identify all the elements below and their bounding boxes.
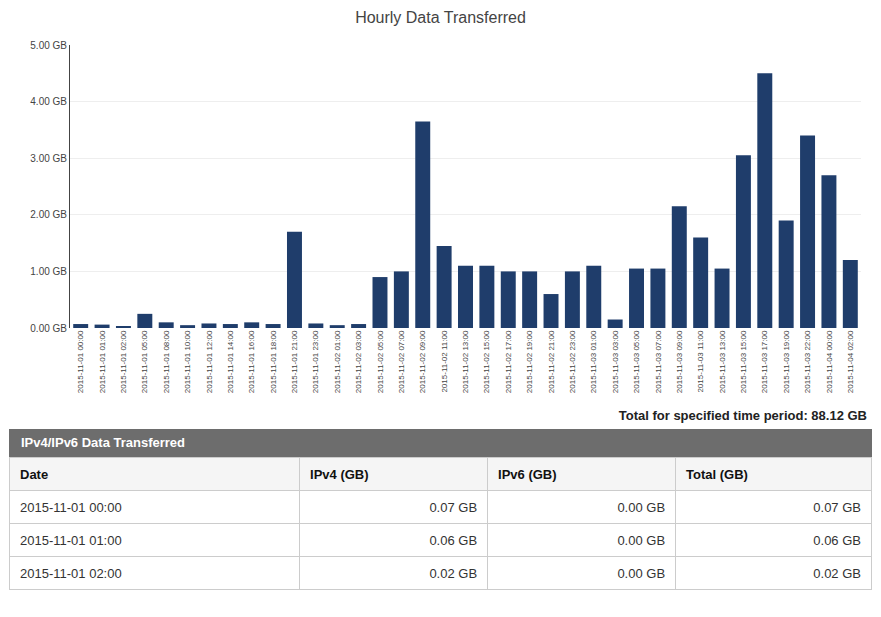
svg-text:2015-11-03 05:00: 2015-11-03 05:00 (632, 330, 641, 393)
html-text:IPv4/IPv6 Data Transferred: IPv4/IPv6 Data Transferred (21, 435, 185, 450)
html-text:0.07 GB: 0.07 GB (813, 499, 861, 515)
svg-text:2015-11-01 18:00: 2015-11-01 18:00 (269, 330, 278, 393)
html-text:0.00 GB: 0.00 GB (617, 499, 666, 515)
html-text:0.00 GB: 0.00 GB (617, 532, 666, 548)
svg-text:2015-11-03 09:00: 2015-11-03 09:00 (675, 330, 684, 393)
html-text:2015-11-01 00:00: 2015-11-01 00:00 (20, 499, 122, 515)
svg-text:2015-11-01 23:00: 2015-11-01 23:00 (311, 330, 320, 393)
svg-text:2015-11-01 14:00: 2015-11-01 14:00 (226, 330, 235, 393)
svg-text:0.00 GB: 0.00 GB (30, 323, 67, 334)
svg-text:1.00 GB: 1.00 GB (30, 266, 67, 277)
html-text:0.02 GB: 0.02 GB (429, 565, 478, 581)
svg-text:2015-11-03 13:00: 2015-11-03 13:00 (718, 330, 727, 393)
svg-text:2015-11-03 03:00: 2015-11-03 03:00 (611, 330, 620, 393)
svg-text:2015-11-03 19:00: 2015-11-03 19:00 (782, 330, 791, 393)
svg-text:2015-11-03 15:00: 2015-11-03 15:00 (739, 330, 748, 393)
svg-text:2015-11-02 13:00: 2015-11-02 13:00 (461, 330, 470, 393)
svg-text:2015-11-04 02:00: 2015-11-04 02:00 (846, 330, 855, 393)
html-text:IPv6 (GB): IPv6 (GB) (498, 466, 557, 482)
svg-text:5.00 GB: 5.00 GB (30, 40, 67, 51)
html-text:0.07 GB: 0.07 GB (429, 499, 478, 515)
svg-text:2015-11-02 07:00: 2015-11-02 07:00 (397, 330, 406, 393)
svg-text:3.00 GB: 3.00 GB (30, 153, 67, 164)
html-text:2015-11-01 01:00: 2015-11-01 01:00 (20, 532, 122, 548)
svg-text:2015-11-01 16:00: 2015-11-01 16:00 (247, 330, 256, 393)
svg-text:2015-11-02 09:00: 2015-11-02 09:00 (418, 330, 427, 393)
svg-text:4.00 GB: 4.00 GB (30, 96, 67, 107)
svg-text:2015-11-04 00:00: 2015-11-04 00:00 (825, 330, 834, 393)
html-text:0.06 GB: 0.06 GB (429, 532, 478, 548)
svg-text:2015-11-02 03:00: 2015-11-02 03:00 (354, 330, 363, 393)
svg-text:2015-11-02 17:00: 2015-11-02 17:00 (504, 330, 513, 393)
svg-text:2015-11-01 10:00: 2015-11-01 10:00 (183, 330, 192, 393)
svg-text:Hourly Data Transferred: Hourly Data Transferred (355, 9, 526, 26)
html-text:Total (GB): Total (GB) (686, 466, 748, 482)
svg-text:2015-11-03 07:00: 2015-11-03 07:00 (654, 330, 663, 393)
html-text:IPv4 (GB): IPv4 (GB) (310, 466, 369, 482)
html-text:0.00 GB: 0.00 GB (617, 565, 666, 581)
svg-text:2015-11-03 17:00: 2015-11-03 17:00 (760, 330, 769, 393)
svg-text:2015-11-01 05:00: 2015-11-01 05:00 (140, 330, 149, 393)
svg-text:2015-11-01 08:00: 2015-11-01 08:00 (162, 330, 171, 393)
svg-text:2015-11-02 23:00: 2015-11-02 23:00 (568, 330, 577, 393)
html-text:0.06 GB: 0.06 GB (813, 532, 861, 548)
html-text:Total for specified time perio: Total for specified time period: 88.12 G… (618, 408, 867, 423)
svg-text:2.00 GB: 2.00 GB (30, 209, 67, 220)
svg-text:2015-11-01 21:00: 2015-11-01 21:00 (290, 330, 299, 393)
svg-text:2015-11-02 19:00: 2015-11-02 19:00 (525, 330, 534, 393)
svg-text:2015-11-02 11:00: 2015-11-02 11:00 (440, 330, 449, 393)
html-text:0.02 GB: 0.02 GB (813, 565, 861, 581)
svg-text:2015-11-01 12:00: 2015-11-01 12:00 (205, 330, 214, 393)
svg-text:2015-11-01 02:00: 2015-11-01 02:00 (119, 330, 128, 393)
html-text:Date: Date (20, 466, 49, 482)
svg-text:2015-11-02 01:00: 2015-11-02 01:00 (333, 330, 342, 393)
html-text:2015-11-01 02:00: 2015-11-01 02:00 (20, 565, 122, 581)
svg-text:2015-11-02 21:00: 2015-11-02 21:00 (547, 330, 556, 393)
svg-text:2015-11-03 22:00: 2015-11-03 22:00 (803, 330, 812, 393)
svg-text:2015-11-02 15:00: 2015-11-02 15:00 (482, 330, 491, 393)
svg-text:2015-11-03 11:00: 2015-11-03 11:00 (696, 330, 705, 393)
svg-text:2015-11-02 05:00: 2015-11-02 05:00 (376, 330, 385, 393)
svg-text:2015-11-01 01:00: 2015-11-01 01:00 (98, 330, 107, 393)
svg-text:2015-11-01 00:00: 2015-11-01 00:00 (76, 330, 85, 393)
svg-text:2015-11-03 01:00: 2015-11-03 01:00 (589, 330, 598, 393)
